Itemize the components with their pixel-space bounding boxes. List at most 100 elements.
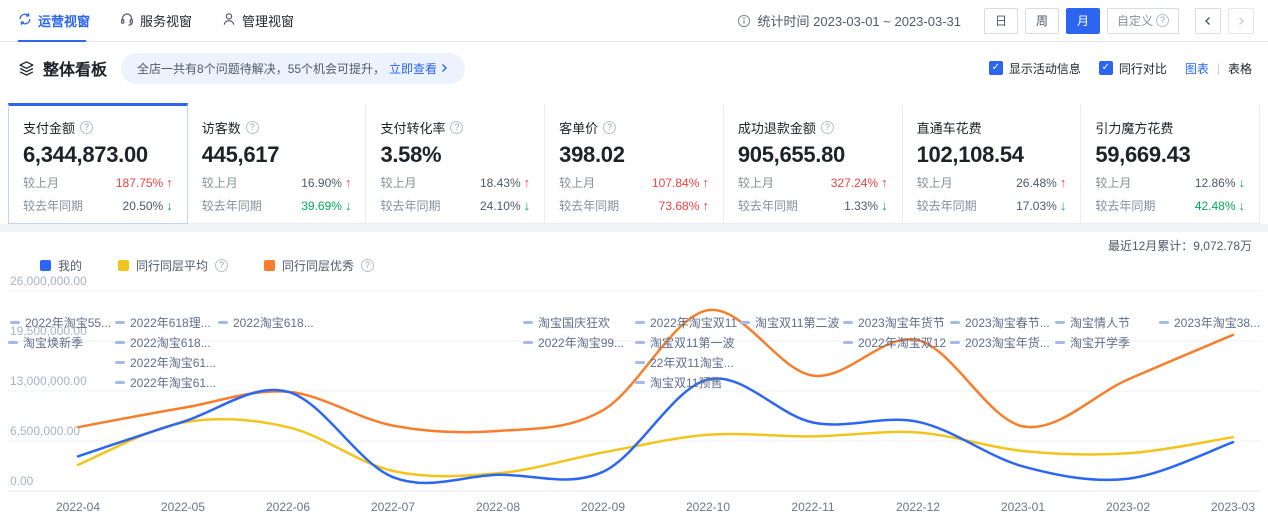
activity-annotation[interactable]: 22年双11淘宝... bbox=[635, 354, 734, 371]
range-button[interactable]: 自定义 bbox=[1106, 7, 1179, 34]
kpi-card[interactable]: 支付转化率 3.58% 较上月 18.43%↑ 较去年同期 24.10%↓ bbox=[365, 103, 546, 224]
annotation-text: 2022年淘宝61... bbox=[130, 356, 217, 370]
activity-annotation[interactable]: 2023淘宝春节... bbox=[950, 314, 1050, 331]
trend-chart[interactable]: 26,000,000.00 19,500,000.00 13,000,000.00 6… bbox=[0, 274, 1268, 528]
kpi-card[interactable]: 客单价 398.02 较上月 107.84%↑ 较去年同期 73.68%↑ bbox=[544, 103, 724, 224]
activity-annotation[interactable]: 2023淘宝年货节 bbox=[843, 314, 945, 331]
activity-annotation[interactable]: 淘宝国庆狂欢 bbox=[523, 314, 610, 331]
activity-annotation[interactable]: 2022年淘宝61... bbox=[115, 374, 216, 391]
next-period-button[interactable] bbox=[1228, 7, 1254, 34]
help-icon bbox=[361, 258, 375, 272]
kpi-card-title: 支付转化率 bbox=[380, 118, 530, 137]
view-tabs: 运营视窗 服务视窗 管理视窗 bbox=[18, 0, 324, 42]
activity-annotation[interactable]: 淘宝焕新季 bbox=[8, 334, 83, 351]
range-button[interactable]: 周 bbox=[1024, 7, 1059, 34]
peer-compare-label: 同行对比 bbox=[1118, 61, 1167, 76]
chart-legend: 我的 同行同层平均 同行同层优秀 bbox=[0, 252, 1268, 274]
kpi-change-row: 较去年同期 17.03% ↓ bbox=[917, 197, 1067, 214]
range-button-label: 周 bbox=[1035, 14, 1048, 28]
section-divider bbox=[0, 224, 1268, 232]
arrow-down-icon: ↓ bbox=[344, 198, 352, 213]
activity-annotation[interactable]: 2022年淘宝61... bbox=[115, 354, 216, 371]
arrow-down-icon: ↓ bbox=[166, 198, 173, 213]
kpi-value: 102,108.54 bbox=[916, 142, 1024, 167]
kpi-change-label: 较去年同期 bbox=[559, 199, 620, 213]
activity-annotation[interactable]: 2022淘宝618... bbox=[115, 334, 211, 351]
prev-period-button[interactable] bbox=[1195, 7, 1221, 34]
kpi-title-text: 客单价 bbox=[559, 121, 599, 136]
tab-operation[interactable]: 运营视窗 bbox=[18, 0, 90, 42]
annotation-dash-icon bbox=[843, 341, 853, 344]
x-axis-tick-label: 2023-02 bbox=[1105, 500, 1151, 514]
activity-annotation[interactable]: 2022年淘宝55... bbox=[10, 314, 111, 331]
tab-management[interactable]: 管理视窗 bbox=[222, 0, 294, 42]
annotation-text: 2022年淘宝99... bbox=[538, 336, 625, 350]
annotation-dash-icon bbox=[950, 341, 960, 344]
kpi-card-title: 直通车花费 bbox=[917, 118, 1067, 137]
activity-annotation[interactable]: 淘宝开学季 bbox=[1055, 334, 1130, 351]
kpi-card[interactable]: 访客数 445,617 较上月 16.90%↑ 较去年同期 39.69%↓ bbox=[186, 103, 367, 224]
arrow-up-icon: ↑ bbox=[1059, 175, 1067, 190]
activity-annotation[interactable]: 2022年淘宝双12 bbox=[843, 334, 946, 351]
sync-icon bbox=[19, 13, 31, 25]
annotation-text: 淘宝开学季 bbox=[1070, 336, 1131, 350]
kpi-card[interactable]: 直通车花费 102,108.54 较上月 26.48% ↑ 较去年同期 17.03% ↓ bbox=[901, 103, 1082, 224]
annotation-text: 淘宝焕新季 bbox=[23, 336, 84, 350]
tab-service[interactable]: 服务视窗 bbox=[120, 0, 192, 42]
y-axis-tick-label: 0.00 bbox=[10, 474, 34, 488]
annotation-text: 2022年淘宝双11 bbox=[650, 316, 738, 330]
kpi-card-row: 支付金额6,344,873.00较上月187.75%↑较去年同期20.50%↓访… bbox=[0, 103, 1268, 224]
arrow-up-icon: ↑ bbox=[523, 175, 531, 190]
legend-item-peer-average[interactable]: 同行同层平均 bbox=[118, 257, 229, 274]
annotation-text: 2022年淘宝55... bbox=[25, 316, 112, 330]
annotation-text: 2022淘宝618... bbox=[130, 336, 211, 350]
activity-annotation[interactable]: 2023淘宝年货... bbox=[950, 334, 1050, 351]
series-line-mine bbox=[76, 377, 1235, 485]
show-activity-checkbox[interactable] bbox=[988, 61, 1003, 75]
kpi-value: 59,669.43 bbox=[1095, 142, 1191, 167]
range-button[interactable]: 月 bbox=[1065, 7, 1100, 34]
trend-chart-svg bbox=[8, 290, 1260, 492]
annotation-text: 2023年淘宝38... bbox=[1174, 316, 1261, 330]
view-separator bbox=[1217, 61, 1220, 75]
table-view-link[interactable]: 表格 bbox=[1227, 61, 1252, 76]
kpi-change-row: 较去年同期 42.48% ↓ bbox=[1095, 197, 1245, 214]
kpi-change-value: 327.24% bbox=[830, 175, 879, 190]
peer-compare-checkbox[interactable] bbox=[1098, 61, 1113, 75]
kpi-change-row: 较上月 18.43% ↑ bbox=[380, 174, 530, 191]
legend-item-peer-excellent[interactable]: 同行同层优秀 bbox=[264, 257, 375, 274]
arrow-up-icon: ↑ bbox=[166, 175, 173, 190]
kpi-change-value: 26.48% bbox=[1016, 175, 1057, 190]
activity-annotation[interactable]: 淘宝双11第一波 bbox=[635, 334, 734, 351]
help-icon bbox=[1156, 14, 1169, 27]
kpi-title-text: 支付转化率 bbox=[380, 121, 446, 136]
activity-annotation[interactable]: 淘宝双11预售 bbox=[635, 374, 722, 391]
annotation-text: 淘宝双11预售 bbox=[650, 376, 723, 390]
range-button[interactable]: 日 bbox=[983, 7, 1018, 34]
series-line-peer-average bbox=[76, 417, 1235, 478]
help-icon bbox=[450, 121, 464, 134]
summary-row: 最近12月累计：9,072.78万 bbox=[0, 232, 1268, 253]
kpi-card-title: 成功退款金额 bbox=[738, 118, 888, 137]
activity-annotation[interactable]: 2022年淘宝99... bbox=[523, 334, 624, 351]
kpi-card[interactable]: 成功退款金额 905,655.80 较上月 327.24%↑ 较去年同期 1.33%↓ bbox=[722, 103, 903, 224]
layers-icon bbox=[18, 60, 35, 77]
notice-link[interactable]: 立即查看 bbox=[389, 61, 438, 76]
help-icon bbox=[215, 258, 229, 272]
annotation-dash-icon bbox=[635, 341, 645, 344]
activity-annotation[interactable]: 淘宝情人节 bbox=[1055, 314, 1130, 331]
kpi-change-row: 较去年同期 1.33% ↓ bbox=[738, 197, 888, 214]
activity-annotation[interactable]: 2022年618理... bbox=[115, 314, 211, 331]
topbar-right: 统计时间 2023-03-01 ~ 2023-03-31 日 周 月 自定义 bbox=[737, 7, 1254, 34]
kpi-card[interactable]: 支付金额 6,344,873.00 较上月 187.75%↑ 较去年同期 20.50%↓ bbox=[8, 103, 188, 224]
activity-annotation[interactable]: 2022淘宝618... bbox=[218, 314, 314, 331]
legend-item-mine[interactable]: 我的 bbox=[40, 257, 82, 274]
activity-annotation[interactable]: 2022年淘宝双11 bbox=[635, 314, 737, 331]
user-icon bbox=[223, 13, 235, 25]
kpi-change-label: 较上月 bbox=[1095, 176, 1132, 190]
legend-swatch bbox=[264, 259, 276, 271]
chart-view-link[interactable]: 图表 bbox=[1184, 61, 1209, 76]
activity-annotation[interactable]: 淘宝双11第二波 bbox=[740, 314, 839, 331]
kpi-card[interactable]: 引力魔方花费 59,669.43 较上月 12.86% ↓ 较去年同期 42.48% ↓ bbox=[1080, 103, 1261, 224]
activity-annotation[interactable]: 2023年淘宝38... bbox=[1159, 314, 1260, 331]
